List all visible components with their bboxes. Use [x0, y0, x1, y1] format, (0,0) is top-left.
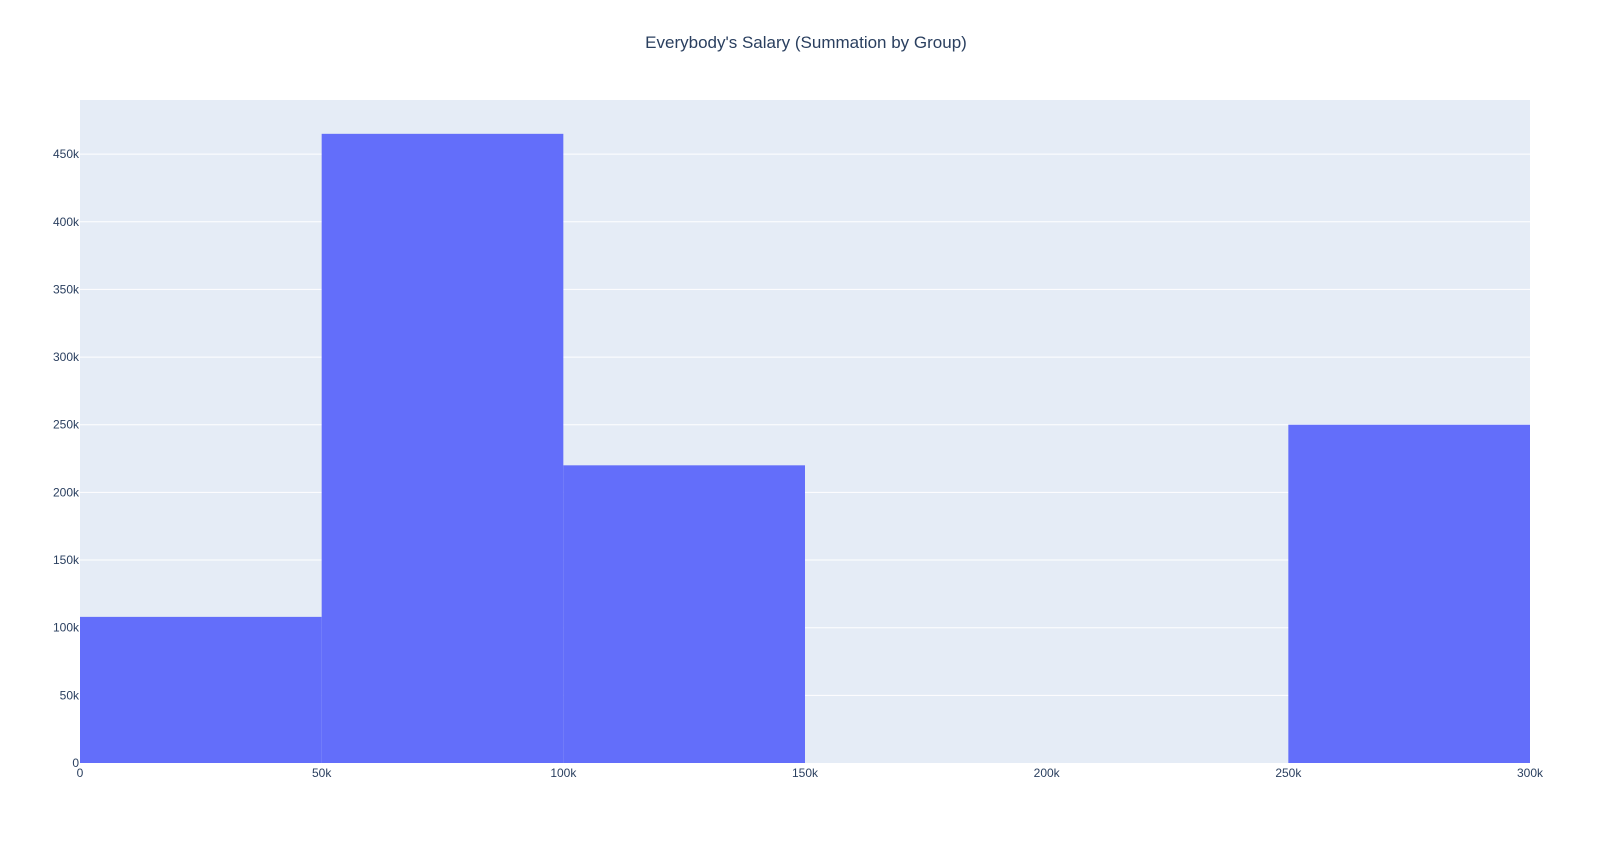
x-tick-label: 300k — [1517, 766, 1544, 780]
x-tick-label: 50k — [312, 766, 332, 780]
y-axis-ticks: 0 50k 100k 150k 200k 250k 300k 350k 400k 450k — [53, 147, 80, 770]
y-tick-label: 400k — [53, 215, 80, 229]
y-tick-label: 450k — [53, 147, 80, 161]
x-tick-label: 0 — [77, 766, 84, 780]
x-axis-ticks: 0 50k 100k 150k 200k 250k 300k — [77, 766, 1544, 780]
histogram-bar[interactable] — [563, 465, 805, 763]
y-tick-label: 200k — [53, 485, 80, 499]
x-tick-label: 100k — [550, 766, 577, 780]
chart-title: Everybody's Salary (Summation by Group) — [645, 33, 967, 52]
y-tick-label: 300k — [53, 350, 80, 364]
histogram-bar[interactable] — [80, 616, 322, 763]
y-tick-label: 50k — [60, 688, 80, 702]
y-tick-label: 350k — [53, 282, 80, 296]
x-tick-label: 200k — [1034, 766, 1061, 780]
y-tick-label: 0 — [72, 756, 79, 770]
x-tick-label: 150k — [792, 766, 819, 780]
x-tick-label: 250k — [1275, 766, 1302, 780]
y-tick-label: 250k — [53, 418, 80, 432]
histogram-bar[interactable] — [321, 133, 564, 763]
histogram-bar[interactable] — [1288, 424, 1530, 763]
y-tick-label: 100k — [53, 621, 80, 635]
bars — [80, 133, 1530, 763]
y-tick-label: 150k — [53, 553, 80, 567]
